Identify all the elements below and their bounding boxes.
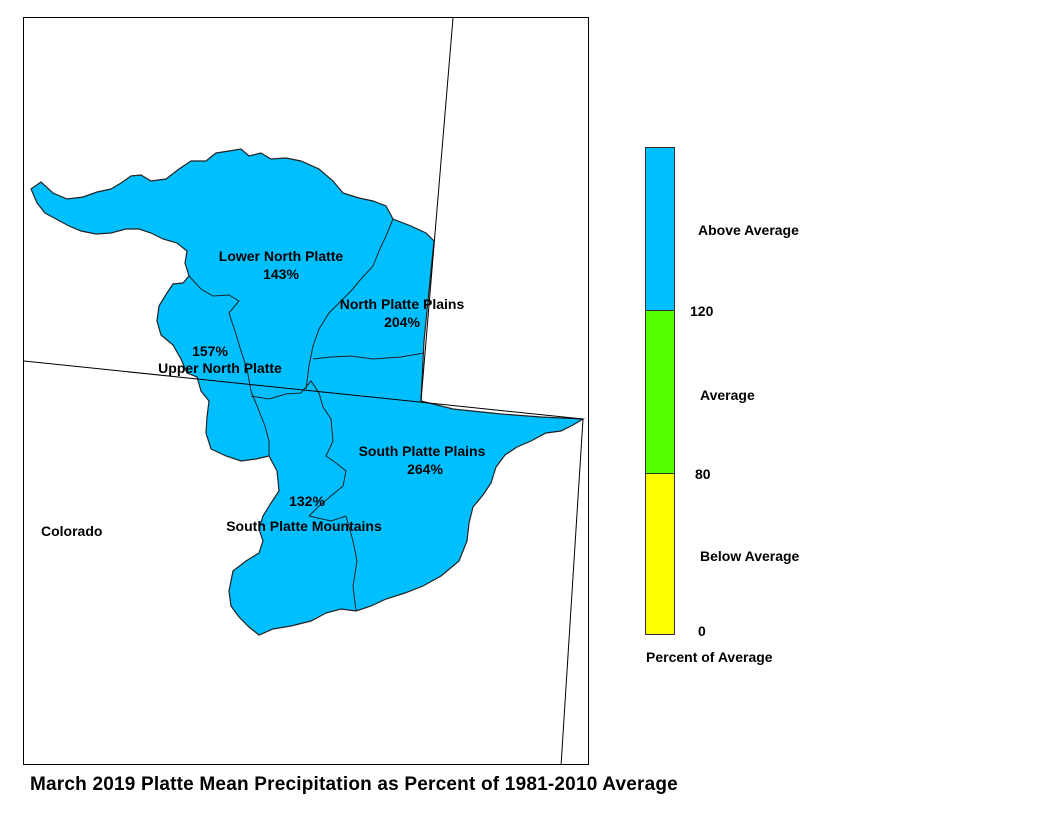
legend-category-label: Below Average [700, 548, 800, 564]
legend-tick-label: 0 [698, 623, 706, 639]
basin-name-label: Lower North Platte [218, 248, 344, 264]
state-boundary-lines [24, 18, 584, 764]
legend-swatch-average [646, 311, 674, 473]
map-frame: Colorado Lower North Platte 143% North P… [23, 17, 589, 765]
basin-percent-label: 204% [384, 314, 420, 330]
basin-percent-label: 143% [263, 266, 299, 282]
basin-percent-label: 132% [289, 493, 325, 509]
legend-tick-label: 120 [690, 303, 714, 319]
basin-name-label: Upper North Platte [158, 360, 282, 376]
basin-name-label: South Platte Mountains [226, 518, 382, 534]
map-caption: March 2019 Platte Mean Precipitation as … [30, 774, 678, 795]
basin-percent-label: 264% [407, 461, 443, 477]
legend-color-bar [645, 147, 675, 635]
legend-divider [646, 310, 674, 311]
legend-swatch-above-average [646, 148, 674, 310]
legend-title: Percent of Average [646, 649, 773, 665]
legend-category-label: Above Average [698, 222, 799, 238]
map-canvas [24, 18, 586, 764]
basin-name-label: North Platte Plains [339, 296, 465, 312]
legend-swatch-below-average [646, 474, 674, 634]
state-label: Colorado [41, 523, 103, 539]
legend-tick-label: 80 [695, 466, 711, 482]
basin-percent-label: 157% [192, 343, 228, 359]
basin-name-label: South Platte Plains [358, 443, 486, 459]
basin-region [30, 148, 586, 636]
legend-divider [646, 473, 674, 474]
legend-category-label: Average [700, 387, 755, 403]
basin-boundaries [188, 218, 425, 612]
